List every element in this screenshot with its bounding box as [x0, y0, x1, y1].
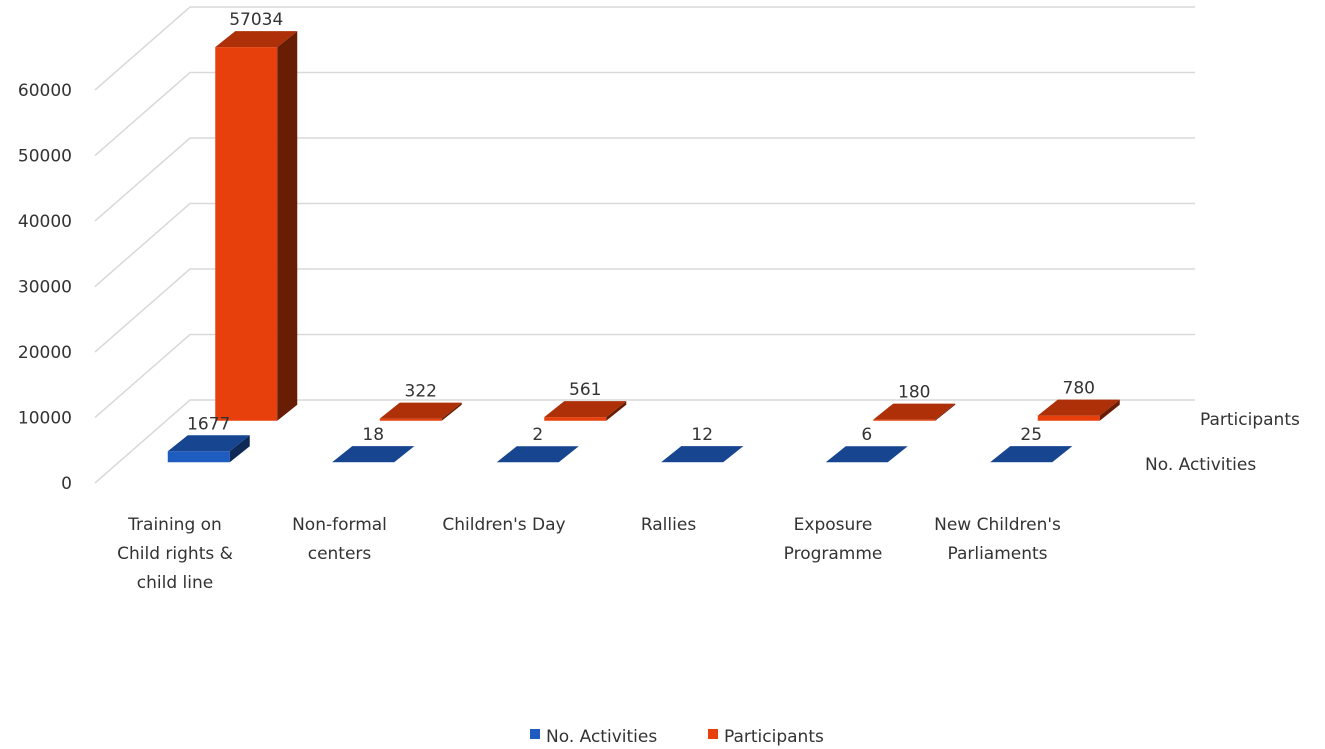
bar-side: [394, 446, 415, 463]
bar-top: [990, 446, 1073, 463]
legend-label: Participants: [724, 727, 824, 747]
bar-top: [167, 435, 250, 452]
y-tick-label: 20000: [18, 343, 72, 363]
x-tick-label: Exposure Programme: [784, 515, 883, 564]
data-label: 57034: [229, 10, 283, 30]
bar-side: [1052, 446, 1073, 463]
bar-top: [661, 446, 744, 463]
bar-side: [935, 403, 956, 421]
bar-front: [215, 47, 278, 421]
grid-line: [94, 333, 1195, 419]
bar-side: [558, 446, 579, 463]
grid-line: [94, 399, 1195, 484]
y-tick-label: 50000: [18, 147, 72, 167]
grid-line: [94, 202, 1195, 288]
grid-line: [94, 268, 1195, 353]
grid-line: [94, 137, 1195, 222]
x-tick-label: Non-formal centers: [292, 515, 387, 564]
depth-axis-label: No. Activities: [1145, 455, 1256, 475]
y-tick-label: 60000: [18, 81, 72, 101]
data-label: 1677: [187, 414, 230, 434]
y-tick-label: 10000: [18, 409, 72, 429]
x-tick-label: New Children's Parliaments: [934, 515, 1061, 564]
bar-top: [215, 31, 298, 48]
data-label: 780: [1063, 379, 1095, 399]
bar-front: [873, 419, 936, 421]
bar-side: [1099, 399, 1120, 421]
bar-top: [379, 402, 462, 419]
x-tick-label: Training on Child rights & child line: [117, 515, 233, 593]
x-tick-label: Rallies: [641, 515, 696, 535]
grid-line: [94, 6, 1195, 91]
data-label: 18: [362, 425, 384, 445]
bar: [379, 402, 462, 421]
y-tick-label: 0: [61, 474, 72, 494]
legend-label: No. Activities: [546, 727, 657, 747]
bar: [215, 31, 298, 421]
y-tick-label: 40000: [18, 212, 72, 232]
bar-side: [606, 401, 627, 421]
grid-line: [94, 71, 1195, 157]
bar: [544, 401, 627, 421]
bar: [825, 446, 908, 463]
bar: [661, 446, 744, 463]
data-label: 322: [405, 382, 437, 402]
depth-axis-label: Participants: [1200, 410, 1300, 430]
x-tick-label: Children's Day: [442, 515, 565, 535]
bar-front: [544, 417, 607, 421]
bar-side: [441, 402, 462, 421]
bar-top: [1037, 399, 1120, 416]
legend-swatch: [530, 729, 540, 739]
bar-front: [1037, 415, 1100, 421]
bar: [332, 446, 415, 463]
bar-side: [723, 446, 744, 463]
data-label: 180: [898, 383, 930, 403]
bar-top: [496, 446, 579, 463]
bar-top: [825, 446, 908, 463]
data-label: 6: [861, 425, 872, 445]
data-label: 12: [691, 425, 713, 445]
bar-side: [277, 31, 298, 421]
bar: [1037, 399, 1120, 421]
data-label: 25: [1020, 425, 1042, 445]
data-label: 2: [532, 425, 543, 445]
bar: [990, 446, 1073, 463]
bar-top: [873, 403, 956, 420]
bar-side: [229, 435, 250, 463]
y-tick-label: 30000: [18, 278, 72, 298]
bar-side: [887, 446, 908, 463]
bar: [496, 446, 579, 463]
data-label: 561: [569, 380, 601, 400]
bar: [873, 403, 956, 421]
bar-front: [167, 451, 230, 463]
bar-top: [332, 446, 415, 463]
bar-top: [544, 401, 627, 418]
bar-front: [379, 418, 442, 421]
legend-swatch: [708, 729, 718, 739]
bar: [167, 435, 250, 463]
